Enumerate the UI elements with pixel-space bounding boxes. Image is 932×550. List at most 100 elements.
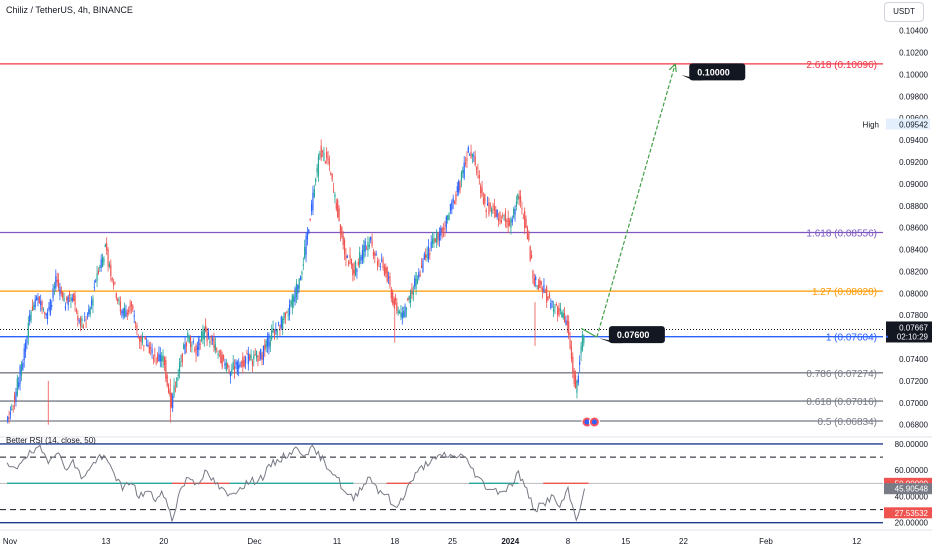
candle-body [251,361,254,366]
candle-body [414,278,416,287]
candle-body [254,353,256,355]
candle-body [106,243,108,251]
candle-body [477,171,479,173]
candle-body [524,211,526,229]
price-axis-tick: 0.09400 [899,136,928,145]
candle-body [82,325,84,328]
rsi-value-tag [884,507,932,519]
candle-body [246,353,248,355]
candle-body [436,231,438,243]
candle-body [503,219,505,221]
candle-body [500,219,502,223]
candle-body [103,258,105,263]
candle-body [409,290,412,303]
candle-body [442,228,445,230]
candle-body [350,258,353,266]
candle-body [547,297,549,301]
candle-body [99,266,101,269]
candle-body [155,362,157,364]
candle-body [572,356,574,372]
candle-body [159,354,161,362]
projection-arrow-tail [580,327,598,338]
candle-body [57,279,60,288]
candle-body [41,301,43,311]
candle-body [261,354,263,360]
candle-body [379,266,381,268]
candle-body [222,354,225,360]
candle-body [265,340,267,348]
candle-body [478,174,480,179]
fib-level-label: 2.618 (0.10096) [806,60,877,71]
candle-body [416,278,419,284]
candle-body [551,300,553,303]
candle-body [563,313,566,323]
candle-body [180,361,182,363]
candle-body [330,173,332,175]
candle-body [334,194,336,198]
candle-body [550,302,552,309]
candle-body [467,147,469,153]
candle-body [185,342,188,347]
candle-body [195,345,197,355]
candle-body [205,325,207,332]
candle-body [51,305,53,307]
candle-body [144,335,146,340]
candle-body [371,240,373,246]
candle-body [400,312,402,317]
candle-body [485,209,487,213]
candle-body [508,220,511,226]
candle-body [378,260,380,262]
candle-body [407,297,409,301]
candle-body [262,345,265,360]
candle-body [352,263,354,276]
time-axis-tick: 25 [448,537,457,546]
time-axis-tick: 22 [679,537,688,546]
candle-body [554,306,556,309]
currency-button[interactable]: USDT [884,2,924,22]
time-axis-tick: Feb [759,537,773,546]
candle-body [437,233,439,240]
candle-body [308,229,310,233]
candle-body [266,336,269,347]
candle-body [425,254,427,259]
candle-body [447,215,449,220]
candle-body [70,297,72,302]
candle-body [18,382,20,387]
candle-body [210,335,212,339]
candle-body [287,314,289,316]
candle-body [543,284,545,293]
candle-body [383,266,386,276]
candle-body [387,277,390,279]
candle-body [339,224,342,234]
candle-body [315,178,317,182]
candle-body [178,362,181,373]
candle-body [92,298,94,307]
candle-body [220,350,222,364]
price-axis-tick: 0.08800 [899,202,928,211]
annotation-pointer [598,338,623,344]
candle-body [495,209,497,218]
candle-body [557,306,559,316]
candle-body [66,296,68,301]
candle-body [216,349,218,351]
candle-body [95,280,97,282]
candle-body [38,296,40,304]
candle-body [122,308,124,316]
candle-body [529,246,531,261]
candle-body [137,337,139,339]
price-axis-tick: 0.10400 [899,27,928,36]
rsi-indicator-label[interactable]: Better RSI (14, close, 50) [6,436,96,445]
candle-body [34,299,36,307]
candle-body [558,308,560,315]
candle-body [393,300,395,306]
candle-body [121,311,123,314]
candle-body [301,271,303,274]
arrow-head [668,63,677,72]
candle-body [511,219,513,223]
fib-level-label: 1.27 (0.08020) [812,287,877,298]
candle-body [335,203,337,209]
candle-body [401,312,403,318]
candle-body [310,203,313,212]
candle-body [320,145,322,159]
